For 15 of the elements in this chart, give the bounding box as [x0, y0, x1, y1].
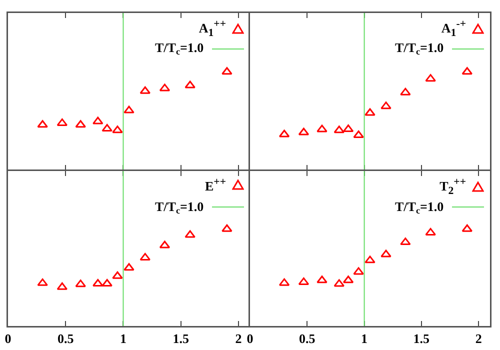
x-tick-label: 1 — [361, 331, 368, 346]
x-tick-label: 1 — [120, 331, 126, 346]
x-tick-label: 1.5 — [413, 331, 430, 346]
x-tick-label: 0 — [246, 331, 254, 346]
legend-label: E$^{++}$ — [204, 175, 226, 196]
ref-line-label: T/T$_{c}$=1.0 — [155, 199, 204, 216]
ref-line-label: T/T$_{c}$=1.0 — [395, 40, 444, 57]
x-tick-label: 2 — [475, 331, 482, 346]
x-tick-label: 1.5 — [172, 331, 190, 346]
ref-line-label: T/T$_{c}$=1.0 — [395, 199, 444, 216]
x-tick-label: 0 — [4, 331, 12, 346]
x-tick-label: 0.5 — [57, 331, 74, 346]
x-tick-label: 2 — [235, 331, 242, 346]
x-tick-label: 0.5 — [299, 331, 316, 346]
ref-line-label: T/T$_{c}$=1.0 — [155, 40, 204, 57]
